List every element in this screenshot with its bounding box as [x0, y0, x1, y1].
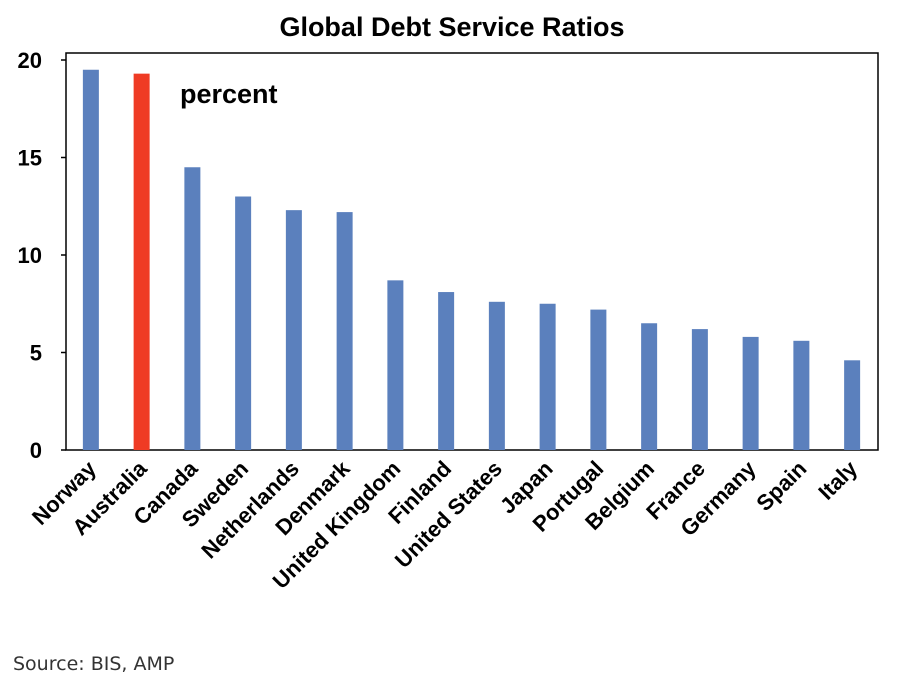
bar-united-kingdom [387, 280, 404, 450]
bar-france [691, 329, 708, 450]
bar-united-states [488, 301, 505, 450]
bar-japan [539, 303, 556, 450]
bar-italy [844, 360, 861, 450]
bar-australia [133, 73, 150, 451]
bar-belgium [641, 323, 658, 450]
units-annotation: percent [180, 79, 278, 109]
y-tick-label: 15 [18, 146, 42, 171]
x-tick-label: Italy [813, 455, 862, 504]
bar-finland [438, 292, 455, 450]
bar-chart: Global Debt Service Ratios 0 5 10 15 20 Norw… [18, 12, 879, 594]
bar-sweden [235, 196, 252, 450]
y-tick-label: 0 [30, 438, 42, 463]
source-note: Source: BIS, AMP [13, 653, 175, 675]
chart-title: Global Debt Service Ratios [279, 12, 624, 42]
y-axis: 0 5 10 15 20 [18, 48, 66, 463]
bar-denmark [336, 212, 353, 450]
bar-netherlands [285, 210, 302, 450]
bar-portugal [590, 309, 607, 450]
x-tick-label: Spain [751, 456, 811, 516]
bar-canada [184, 167, 201, 450]
y-tick-label: 5 [30, 341, 42, 366]
plot-area [65, 52, 879, 451]
bar-germany [742, 336, 759, 450]
bar-spain [793, 340, 810, 450]
y-tick-label: 10 [18, 243, 42, 268]
bars [82, 69, 861, 451]
y-tick-label: 20 [18, 48, 42, 73]
bar-norway [82, 69, 99, 450]
x-axis: NorwayAustraliaCanadaSwedenNetherlandsDe… [27, 455, 863, 593]
